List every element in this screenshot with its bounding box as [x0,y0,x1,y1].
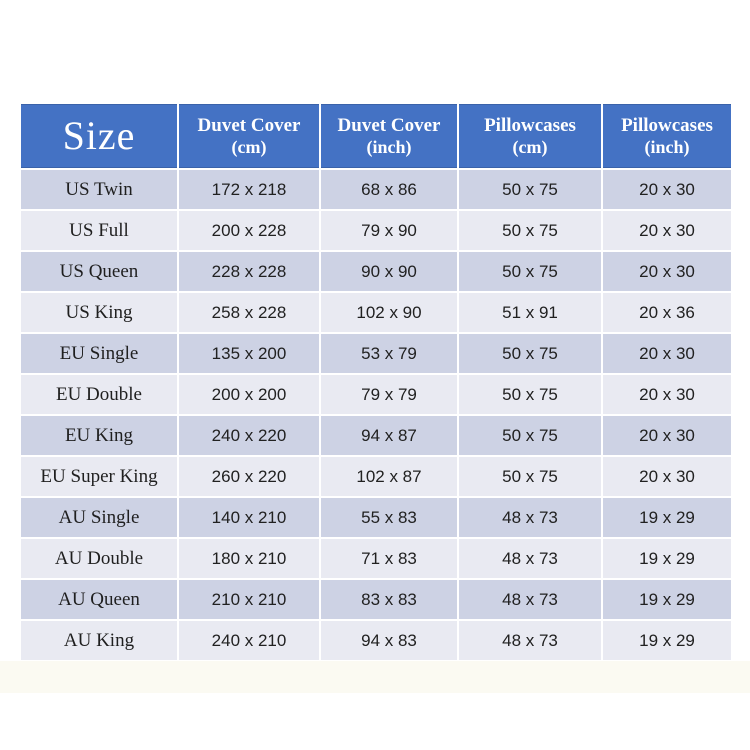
cell-pillowcases-cm: 50 x 75 [459,211,601,250]
column-header-duvet-inch: Duvet Cover (inch) [321,104,457,168]
cell-duvet-inch: 53 x 79 [321,334,457,373]
column-header-unit: (inch) [644,136,690,157]
cell-duvet-cm: 260 x 220 [179,457,319,496]
cell-duvet-inch: 55 x 83 [321,498,457,537]
cell-duvet-cm: 172 x 218 [179,170,319,209]
column-header-unit: (cm) [512,136,548,157]
cell-duvet-cm: 210 x 210 [179,580,319,619]
cell-size: AU Single [21,498,177,537]
cell-pillowcases-cm: 50 x 75 [459,457,601,496]
cell-duvet-inch: 79 x 79 [321,375,457,414]
column-header-title: Size [62,113,136,158]
cell-duvet-cm: 140 x 210 [179,498,319,537]
bedding-size-table: Size Duvet Cover (cm) Duvet Cover (inch)… [21,104,731,660]
cell-size: AU King [21,621,177,660]
cell-size: US Queen [21,252,177,291]
cell-duvet-cm: 200 x 200 [179,375,319,414]
cell-duvet-cm: 135 x 200 [179,334,319,373]
cell-pillowcases-cm: 50 x 75 [459,334,601,373]
cell-pillowcases-inch: 20 x 30 [603,252,731,291]
cell-size: US King [21,293,177,332]
cell-size: EU Super King [21,457,177,496]
cell-pillowcases-inch: 20 x 30 [603,457,731,496]
cell-duvet-cm: 228 x 228 [179,252,319,291]
cell-pillowcases-cm: 48 x 73 [459,498,601,537]
cell-duvet-inch: 102 x 87 [321,457,457,496]
cell-pillowcases-inch: 19 x 29 [603,539,731,578]
cell-size: EU Single [21,334,177,373]
cell-size: EU Double [21,375,177,414]
cell-pillowcases-inch: 20 x 30 [603,375,731,414]
cell-pillowcases-cm: 48 x 73 [459,580,601,619]
cell-size: US Twin [21,170,177,209]
cell-pillowcases-inch: 19 x 29 [603,498,731,537]
column-header-title: Duvet Cover [197,114,301,136]
column-header-title: Pillowcases [484,114,576,136]
cell-pillowcases-cm: 50 x 75 [459,252,601,291]
cell-pillowcases-inch: 19 x 29 [603,580,731,619]
cell-duvet-cm: 258 x 228 [179,293,319,332]
cell-pillowcases-cm: 51 x 91 [459,293,601,332]
cell-pillowcases-cm: 50 x 75 [459,416,601,455]
cell-pillowcases-cm: 48 x 73 [459,621,601,660]
cell-duvet-inch: 71 x 83 [321,539,457,578]
cell-pillowcases-inch: 20 x 30 [603,170,731,209]
cell-size: AU Double [21,539,177,578]
cell-size: EU King [21,416,177,455]
cell-pillowcases-inch: 20 x 30 [603,211,731,250]
cell-pillowcases-inch: 19 x 29 [603,621,731,660]
cell-pillowcases-cm: 48 x 73 [459,539,601,578]
cell-size: US Full [21,211,177,250]
column-header-title: Pillowcases [621,114,713,136]
cell-pillowcases-inch: 20 x 36 [603,293,731,332]
cell-size: AU Queen [21,580,177,619]
cell-duvet-inch: 94 x 87 [321,416,457,455]
column-header-duvet-cm: Duvet Cover (cm) [179,104,319,168]
cell-pillowcases-inch: 20 x 30 [603,416,731,455]
cell-duvet-cm: 240 x 210 [179,621,319,660]
cell-pillowcases-cm: 50 x 75 [459,375,601,414]
cell-duvet-cm: 180 x 210 [179,539,319,578]
cell-duvet-inch: 68 x 86 [321,170,457,209]
column-header-unit: (cm) [231,136,267,157]
cell-duvet-inch: 94 x 83 [321,621,457,660]
cell-duvet-cm: 240 x 220 [179,416,319,455]
cell-pillowcases-cm: 50 x 75 [459,170,601,209]
column-header-unit: (inch) [366,136,412,157]
cell-duvet-inch: 83 x 83 [321,580,457,619]
column-header-pillowcases-inch: Pillowcases (inch) [603,104,731,168]
cell-duvet-inch: 102 x 90 [321,293,457,332]
column-header-pillowcases-cm: Pillowcases (cm) [459,104,601,168]
background-strip [0,661,750,693]
cell-duvet-inch: 79 x 90 [321,211,457,250]
column-header-size: Size [21,104,177,168]
column-header-title: Duvet Cover [337,114,441,136]
cell-duvet-inch: 90 x 90 [321,252,457,291]
cell-pillowcases-inch: 20 x 30 [603,334,731,373]
cell-duvet-cm: 200 x 228 [179,211,319,250]
